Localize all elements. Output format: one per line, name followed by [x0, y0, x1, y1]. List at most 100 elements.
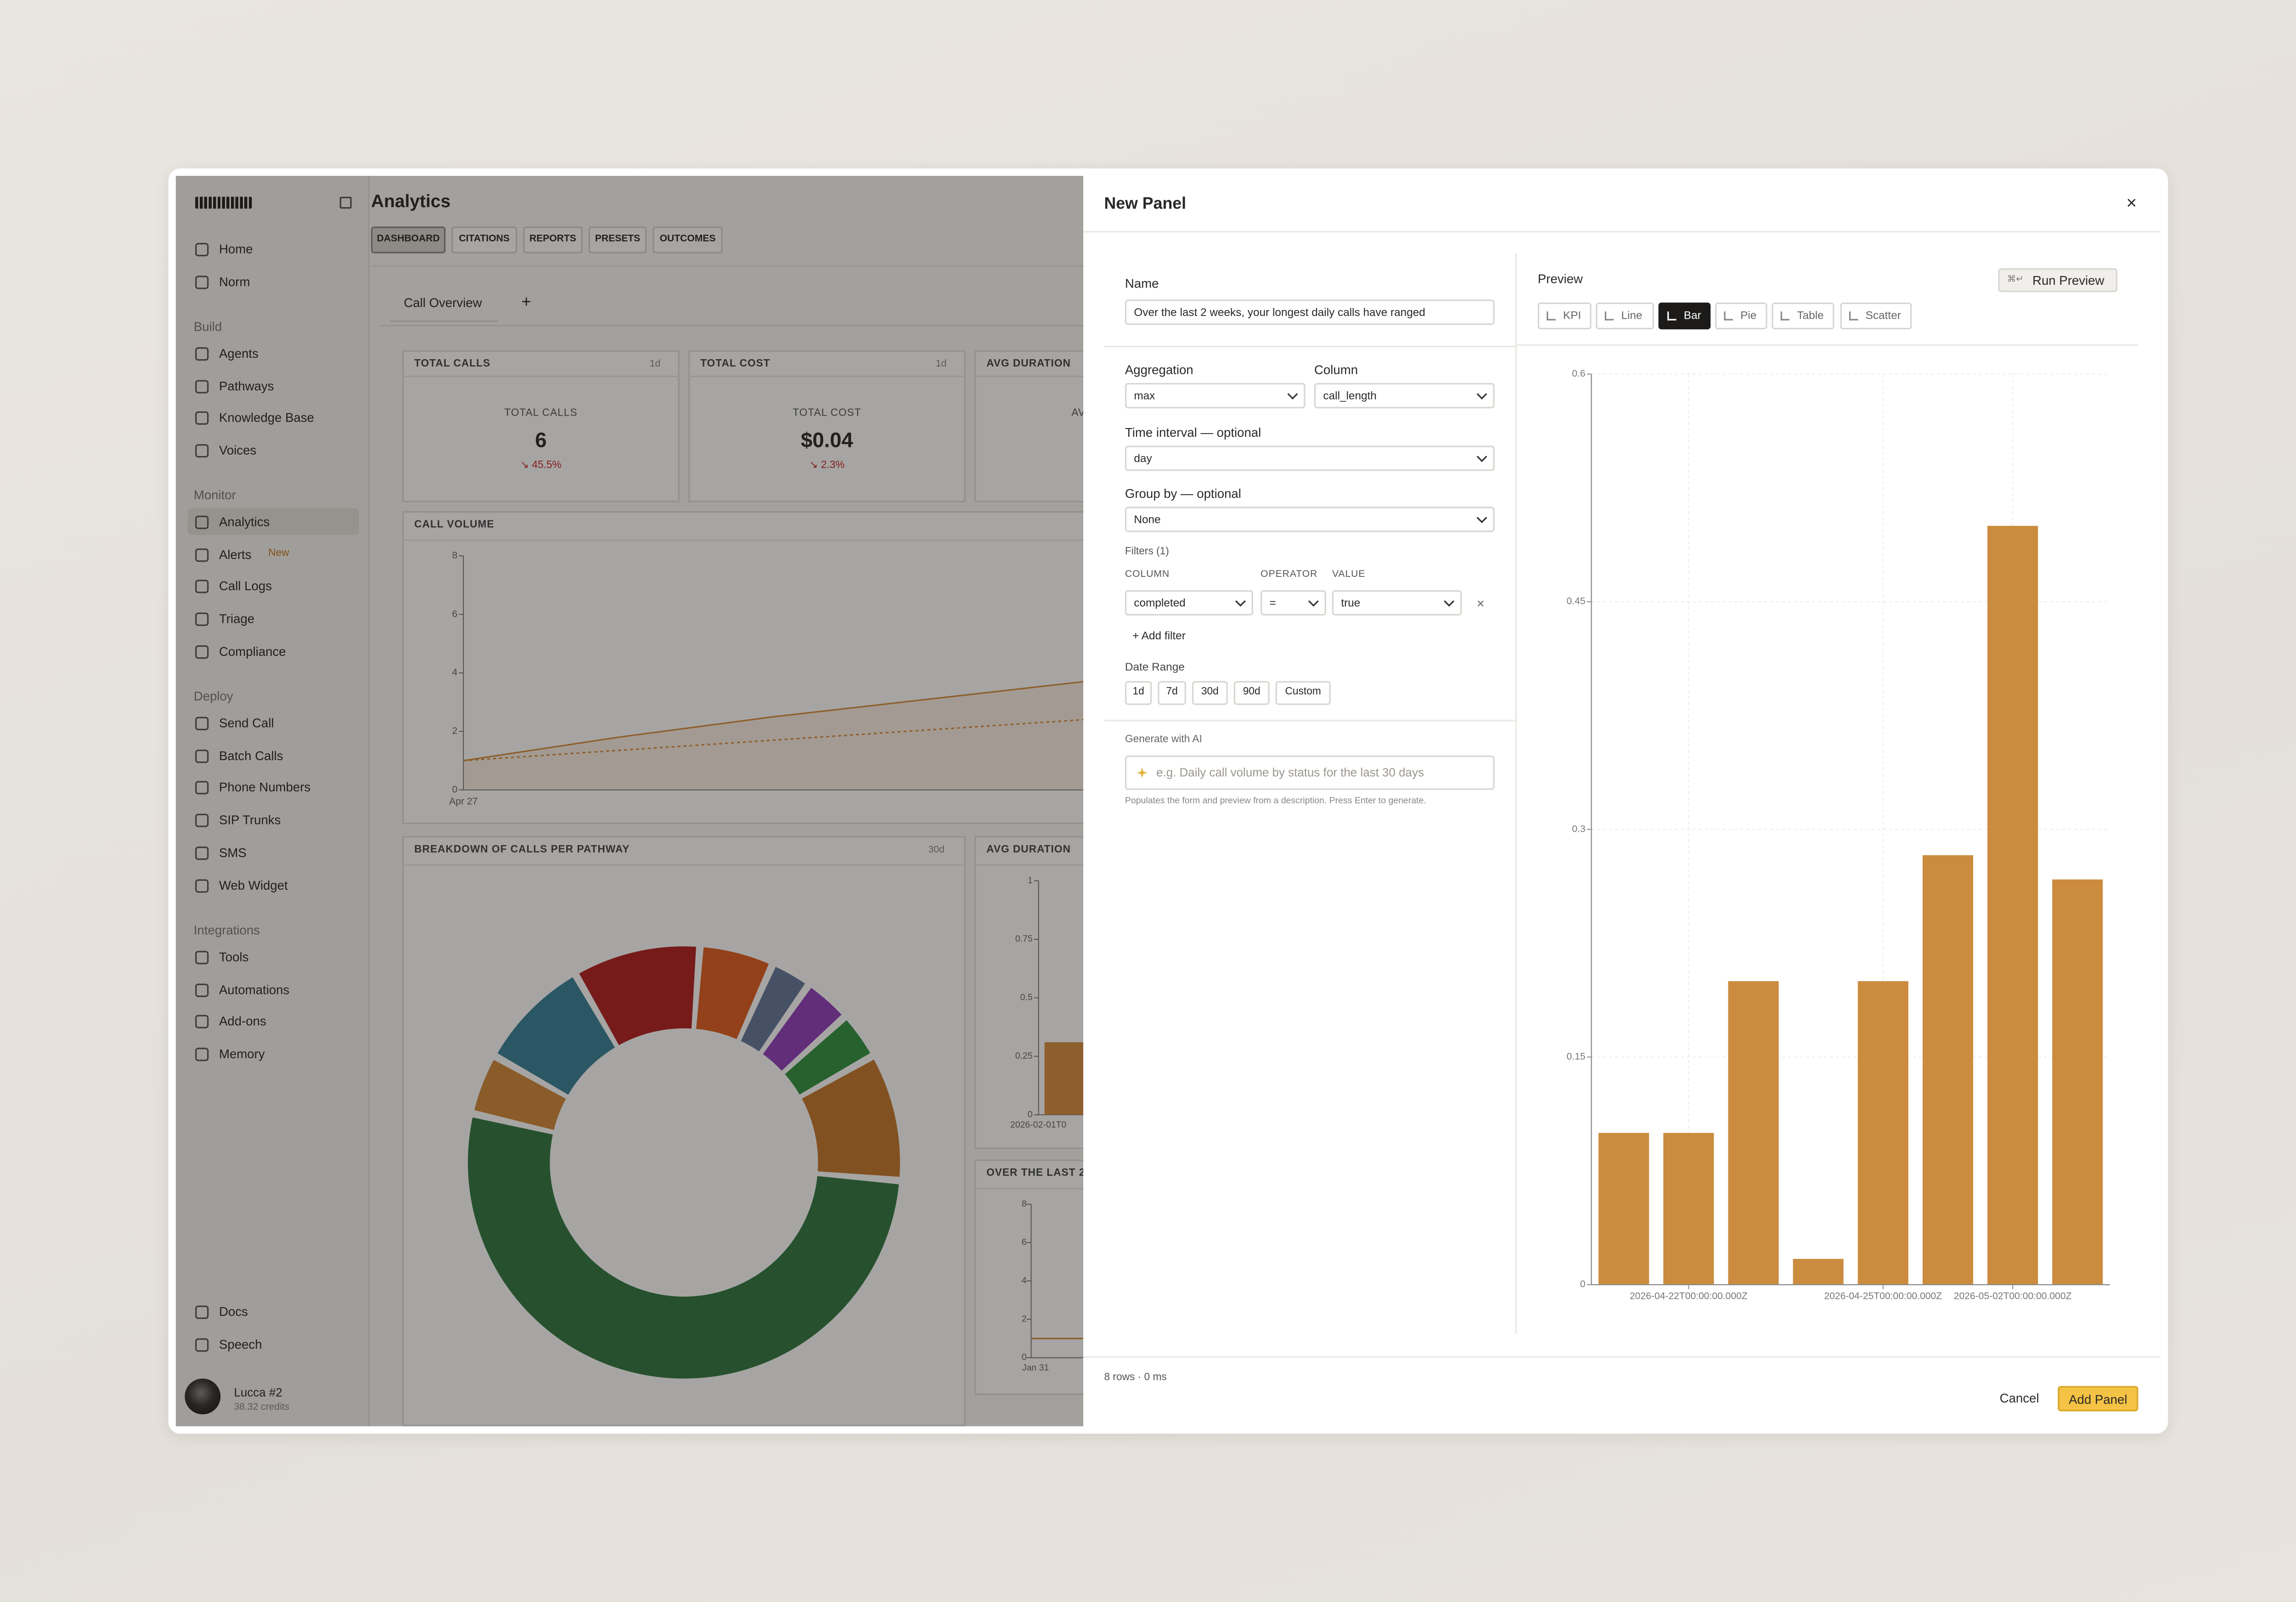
- date-range-button[interactable]: [1158, 681, 1186, 705]
- nav-item[interactable]: Call Logs: [219, 579, 272, 594]
- date-range-button[interactable]: [1275, 681, 1331, 705]
- y-tick-label: 0.3: [1572, 824, 1585, 834]
- y-tick-label: 1: [1028, 875, 1033, 886]
- add-filter[interactable]: + Add filter: [1132, 629, 1186, 643]
- tab[interactable]: [451, 226, 517, 254]
- input-value[interactable]: Over the last 2 weeks, your longest dail…: [1134, 305, 1425, 318]
- nav-item[interactable]: Memory: [219, 1046, 265, 1061]
- tab[interactable]: [523, 226, 583, 254]
- tab-label[interactable]: PRESETS: [595, 234, 641, 245]
- ai-input[interactable]: [1125, 756, 1495, 790]
- tab-label[interactable]: REPORTS: [529, 234, 576, 245]
- date-range-button[interactable]: [1125, 681, 1152, 705]
- nav-item[interactable]: Analytics: [219, 514, 270, 529]
- panel-title: BREAKDOWN OF CALLS PER PATHWAY: [414, 845, 630, 856]
- nav-item[interactable]: Web Widget: [219, 877, 288, 892]
- chart-type-label[interactable]: Line: [1621, 308, 1643, 322]
- select-value[interactable]: completed: [1134, 595, 1186, 609]
- dashboard-tab[interactable]: Call Overview: [404, 295, 482, 310]
- nav-item[interactable]: Batch Calls: [219, 747, 283, 763]
- chart-type-label[interactable]: KPI: [1563, 308, 1581, 322]
- remove-filter[interactable]: ×: [1476, 596, 1485, 611]
- date-range-label[interactable]: Custom: [1285, 687, 1321, 698]
- chart-type-tab[interactable]: [1715, 302, 1767, 330]
- line: [463, 719, 1084, 762]
- select[interactable]: [1332, 590, 1462, 616]
- tab[interactable]: [588, 226, 647, 254]
- nav-item[interactable]: Add-ons: [219, 1014, 266, 1029]
- nav-item[interactable]: Triage: [219, 611, 255, 626]
- nav-item[interactable]: Automations: [219, 982, 290, 997]
- date-range-label[interactable]: 90d: [1243, 687, 1261, 698]
- kpi-label: TOTAL COST: [793, 408, 861, 419]
- kpi-value: 6: [535, 428, 547, 452]
- field-label: Aggregation: [1125, 362, 1193, 377]
- run-shortcut[interactable]: ⌘↵: [2007, 276, 2024, 285]
- nav-item[interactable]: Home: [219, 241, 253, 257]
- nav-item[interactable]: Phone Numbers: [219, 780, 311, 795]
- nav-item[interactable]: Tools: [219, 949, 249, 965]
- select-value[interactable]: day: [1134, 451, 1152, 464]
- run-label[interactable]: Run Preview: [2032, 272, 2105, 288]
- kpi-period[interactable]: 1d: [935, 359, 947, 370]
- date-range-label[interactable]: 7d: [1166, 687, 1178, 698]
- nav-item[interactable]: Agents: [219, 345, 259, 361]
- select[interactable]: [1314, 383, 1495, 409]
- run-preview-button[interactable]: [1998, 268, 2118, 293]
- tab-label[interactable]: OUTCOMES: [659, 234, 716, 245]
- select[interactable]: [1125, 446, 1495, 471]
- select-value[interactable]: call_length: [1323, 388, 1377, 402]
- select[interactable]: [1125, 383, 1306, 409]
- chart-type-label[interactable]: Table: [1797, 308, 1824, 322]
- nav-item[interactable]: Compliance: [219, 643, 286, 659]
- area: [463, 682, 1084, 790]
- tab-label[interactable]: CITATIONS: [459, 234, 510, 245]
- nav-item[interactable]: Norm: [219, 274, 250, 289]
- tab[interactable]: [653, 226, 723, 254]
- close-button[interactable]: ×: [2126, 192, 2137, 214]
- collapse-icon[interactable]: [339, 197, 352, 209]
- nav-item[interactable]: Voices: [219, 443, 257, 458]
- nav-item[interactable]: Alerts: [219, 546, 252, 562]
- nav-item[interactable]: Knowledge Base: [219, 410, 315, 426]
- x-tick-label: 2026-04-22T00:00:00.000Z: [1630, 1291, 1748, 1302]
- select-value[interactable]: None: [1134, 512, 1161, 525]
- chart-type-tab[interactable]: [1537, 302, 1592, 330]
- chart-type-label[interactable]: Scatter: [1865, 308, 1901, 322]
- nav-item[interactable]: Send Call: [219, 715, 274, 731]
- nav-item[interactable]: Pathways: [219, 378, 274, 393]
- cancel-button[interactable]: Cancel: [1999, 1390, 2039, 1405]
- add-panel-button[interactable]: [2058, 1386, 2138, 1411]
- chart-type-label[interactable]: Bar: [1683, 308, 1701, 322]
- select[interactable]: [1125, 507, 1495, 532]
- chart-type-tab[interactable]: [1840, 302, 1912, 330]
- select[interactable]: [1125, 590, 1253, 616]
- add-panel-label[interactable]: Add Panel: [2069, 1391, 2127, 1406]
- tab-label[interactable]: DASHBOARD: [377, 234, 440, 245]
- nav-section-title: Integrations: [193, 922, 260, 938]
- chart-type-tab[interactable]: [1658, 302, 1711, 330]
- date-range-button[interactable]: [1233, 681, 1270, 705]
- select-value[interactable]: =: [1269, 595, 1276, 609]
- nav-item[interactable]: Speech: [219, 1336, 262, 1352]
- nav-item[interactable]: SIP Trunks: [219, 812, 281, 828]
- bar: [1598, 1133, 1649, 1285]
- tab[interactable]: [371, 226, 446, 254]
- date-range-label[interactable]: 30d: [1201, 687, 1219, 698]
- select-value[interactable]: max: [1134, 388, 1155, 402]
- chart-type-tab[interactable]: [1772, 302, 1835, 330]
- chart-type-label[interactable]: Pie: [1740, 308, 1757, 322]
- add-tab[interactable]: +: [521, 293, 531, 312]
- panel-period[interactable]: 30d: [928, 845, 945, 856]
- nav-item[interactable]: Docs: [219, 1304, 248, 1319]
- select-value[interactable]: true: [1341, 595, 1361, 609]
- ai-placeholder[interactable]: e.g. Daily call volume by status for the…: [1156, 765, 1424, 779]
- nav-section-title: Deploy: [193, 688, 233, 704]
- kpi-period[interactable]: 1d: [649, 359, 661, 370]
- date-range-button[interactable]: [1192, 681, 1228, 705]
- text-input[interactable]: [1125, 299, 1495, 325]
- date-range-label[interactable]: 1d: [1132, 687, 1144, 698]
- nav-item[interactable]: SMS: [219, 845, 247, 860]
- select[interactable]: [1261, 590, 1326, 616]
